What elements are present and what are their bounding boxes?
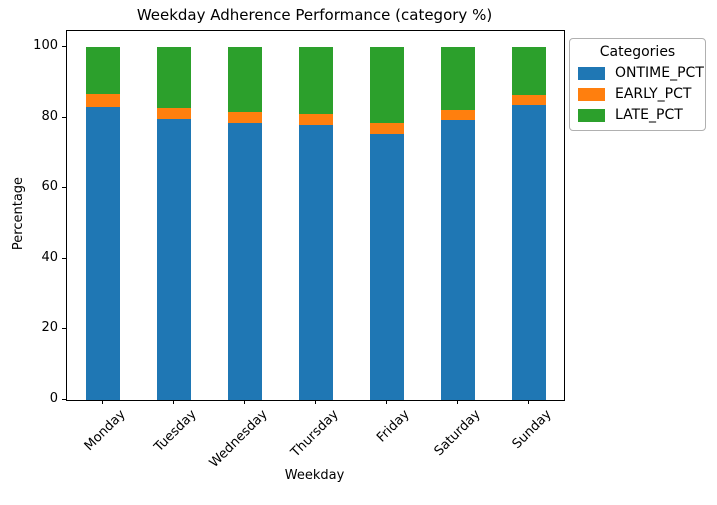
y-tick-label-100: 100 (33, 38, 58, 53)
legend-label-late_pct: LATE_PCT (615, 107, 683, 123)
bar-wednesday (227, 31, 262, 400)
x-tick-mark-saturday (456, 400, 458, 404)
legend-label-early_pct: EARLY_PCT (615, 86, 692, 102)
chart-title: Weekday Adherence Performance (category … (136, 6, 493, 24)
bar-segment-late_pct-friday (369, 47, 404, 124)
legend-label-ontime_pct: ONTIME_PCT (615, 65, 704, 81)
y-tick-label-20: 20 (41, 320, 58, 336)
y-tick-mark-80 (62, 116, 66, 118)
legend-entries: ONTIME_PCT EARLY_PCT LATE_PCT (578, 65, 704, 123)
legend-entry-early_pct: EARLY_PCT (578, 86, 697, 102)
x-tick-mark-monday (101, 400, 103, 404)
x-tick-label-sunday: Sunday (509, 407, 555, 453)
bar-thursday (298, 31, 333, 400)
bar-segment-late_pct-wednesday (227, 47, 262, 112)
x-tick-mark-friday (385, 400, 387, 404)
y-tick-mark-20 (62, 328, 66, 330)
bar-friday (369, 31, 404, 400)
bar-segment-ontime_pct-saturday (440, 119, 475, 400)
y-tick-label-80: 80 (41, 108, 58, 124)
bar-segment-early_pct-sunday (511, 95, 546, 106)
bar-segment-early_pct-wednesday (227, 111, 262, 123)
bar-saturday (440, 31, 475, 400)
bar-segment-late_pct-saturday (440, 47, 475, 110)
x-tick-mark-thursday (314, 400, 316, 404)
bar-segment-early_pct-friday (369, 123, 404, 134)
bar-segment-early_pct-tuesday (156, 108, 191, 120)
legend: Categories ONTIME_PCT EARLY_PCT LATE_PCT (569, 38, 706, 131)
bar-segment-late_pct-monday (85, 47, 120, 94)
legend-title: Categories (599, 44, 676, 60)
y-tick-label-0: 0 (49, 391, 58, 406)
y-tick-mark-100 (62, 46, 66, 47)
x-tick-mark-wednesday (243, 400, 245, 404)
legend-swatch-late_pct (578, 108, 605, 122)
x-tick-mark-sunday (527, 400, 529, 404)
legend-entry-late_pct: LATE_PCT (578, 107, 697, 123)
legend-swatch-ontime_pct (578, 66, 605, 80)
y-tick-mark-60 (62, 187, 66, 189)
bar-segment-late_pct-sunday (511, 47, 546, 96)
bar-segment-ontime_pct-thursday (298, 125, 333, 400)
bar-segment-early_pct-saturday (440, 109, 475, 120)
y-tick-label-40: 40 (41, 249, 58, 265)
x-axis-label: Weekday (284, 468, 345, 483)
bar-segment-ontime_pct-wednesday (227, 122, 262, 400)
bar-segment-ontime_pct-friday (369, 133, 404, 400)
bar-segment-early_pct-thursday (298, 114, 333, 126)
bar-segment-late_pct-thursday (298, 47, 333, 115)
y-axis-label: Percentage (11, 176, 26, 251)
bar-segment-ontime_pct-monday (85, 107, 120, 400)
x-tick-mark-tuesday (172, 400, 174, 404)
bar-segment-ontime_pct-sunday (511, 105, 546, 400)
plot-area (66, 30, 565, 401)
legend-entry-ontime_pct: ONTIME_PCT (578, 65, 704, 81)
bar-tuesday (156, 31, 191, 400)
bar-segment-late_pct-tuesday (156, 47, 191, 109)
bar-monday (85, 31, 120, 400)
y-tick-mark-0 (62, 399, 66, 400)
bar-segment-early_pct-monday (85, 93, 120, 108)
y-tick-mark-40 (62, 257, 66, 259)
legend-swatch-early_pct (578, 87, 605, 101)
bar-sunday (511, 31, 546, 400)
y-tick-label-60: 60 (41, 179, 58, 195)
bar-segment-ontime_pct-tuesday (156, 119, 191, 400)
